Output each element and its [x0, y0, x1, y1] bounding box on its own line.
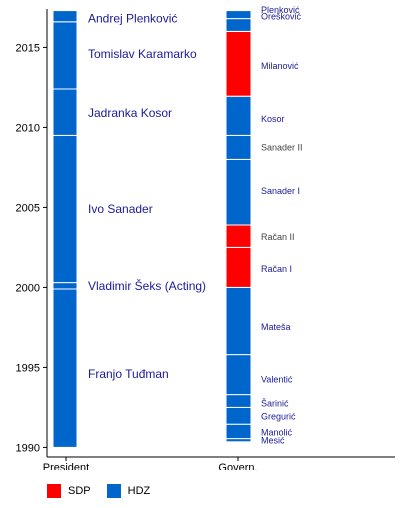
government-label-0: Mesić — [261, 435, 285, 445]
president-column — [52, 10, 78, 448]
legend: SDP HDZ — [47, 484, 166, 498]
government-label-12: Orešković — [261, 11, 302, 21]
president-bar-5 — [52, 10, 78, 23]
president-bar-0 — [52, 288, 78, 448]
government-label-1: Manolić — [261, 427, 293, 437]
axis-layer: 1990 1995 2000 2005 2010 2015 President Govern. — [16, 9, 395, 470]
government-label-2: Gregurić — [261, 411, 296, 421]
legend-label-sdp: SDP — [68, 485, 91, 497]
president-bar-1 — [52, 282, 78, 290]
government-label-3: Šarinić — [261, 399, 289, 409]
president-bar-4 — [52, 21, 78, 90]
government-label-4: Valentić — [261, 375, 293, 385]
y-tick-label-2015: 2015 — [16, 42, 40, 54]
y-tick-label-1990: 1990 — [16, 442, 40, 454]
government-bar-5 — [225, 286, 252, 356]
president-label-5: Andrej Plenković — [88, 12, 177, 26]
government-bar-1 — [225, 423, 252, 440]
government-bar-7 — [225, 224, 252, 248]
president-label-0: Franjo Tuđman — [88, 367, 169, 381]
government-bar-10 — [225, 95, 252, 136]
president-label-2: Ivo Sanader — [88, 202, 153, 216]
government-label-5: Mateša — [261, 322, 291, 332]
government-label-13: Plenković — [261, 5, 300, 15]
y-tick-label-1995: 1995 — [16, 362, 40, 374]
government-bar-8 — [225, 158, 252, 226]
government-column — [225, 10, 252, 443]
government-label-6: Račan I — [261, 264, 292, 274]
government-bar-13 — [225, 10, 252, 20]
y-tick-label-2005: 2005 — [16, 202, 40, 214]
y-tick-label-2000: 2000 — [16, 282, 40, 294]
government-label-9: Sanader II — [261, 143, 303, 153]
y-tick-label-2010: 2010 — [16, 122, 40, 134]
government-bar-9 — [225, 134, 252, 160]
column-label-president: President — [43, 462, 89, 470]
president-label-4: Tomislav Karamarko — [88, 47, 197, 61]
legend-label-hdz: HDZ — [127, 485, 151, 497]
government-bar-12 — [225, 18, 252, 32]
government-bar-6 — [225, 246, 252, 288]
label-layer: Franjo Tuđman Vladimir Šeks (Acting) Ivo S… — [88, 5, 303, 445]
government-bar-2 — [225, 406, 252, 425]
president-label-3: Jadranka Kosor — [88, 106, 172, 120]
government-label-7: Račan II — [261, 232, 295, 242]
legend-swatch-hdz — [106, 484, 121, 498]
government-bar-3 — [225, 394, 252, 408]
government-bar-4 — [225, 354, 252, 396]
president-bar-2 — [52, 134, 78, 284]
timeline-chart: 1990 1995 2000 2005 2010 2015 President Govern.… — [16, 5, 395, 470]
government-label-11: Milanović — [261, 61, 299, 71]
legend-swatch-sdp — [47, 484, 61, 498]
government-label-8: Sanader I — [261, 186, 300, 196]
president-label-1: Vladimir Šeks (Acting) — [88, 278, 206, 293]
government-bar-11 — [225, 30, 252, 97]
president-bar-3 — [52, 88, 78, 136]
column-label-government: Govern. — [218, 462, 257, 470]
government-label-10: Kosor — [261, 114, 285, 124]
